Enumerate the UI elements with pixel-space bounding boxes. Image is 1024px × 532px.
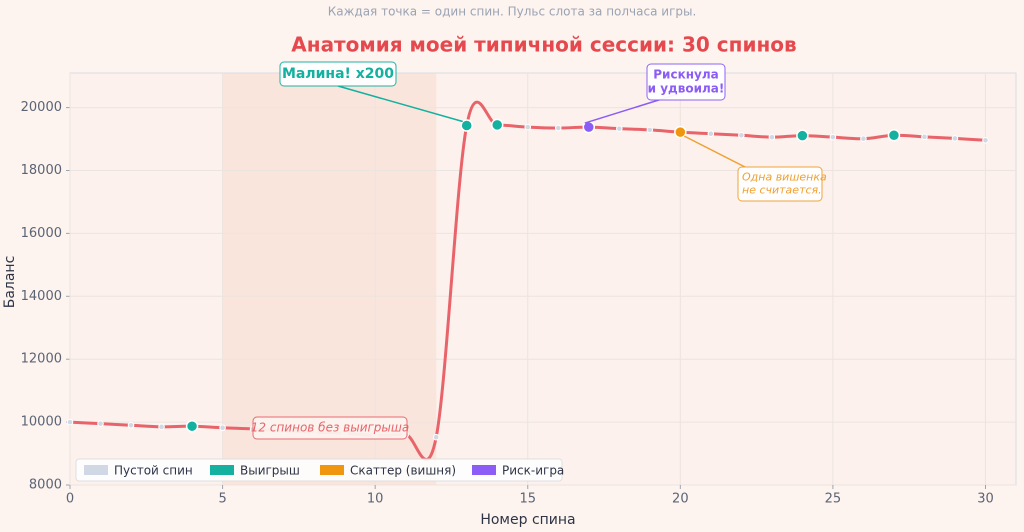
empty-point — [432, 433, 440, 441]
empty-point — [524, 123, 532, 131]
empty-point — [158, 423, 165, 431]
empty-point — [738, 131, 745, 139]
event-point — [887, 129, 901, 142]
legend-swatch — [472, 465, 496, 475]
y-tick-label: 14000 — [21, 289, 62, 304]
empty-point — [219, 424, 226, 432]
empty-point — [66, 418, 74, 426]
annotation-text: Рискнула — [653, 68, 718, 82]
annotation-text: и удвоила! — [648, 82, 725, 96]
y-tick-label: 18000 — [21, 163, 62, 178]
x-tick-label: 30 — [977, 492, 994, 507]
legend-label: Выигрыш — [240, 464, 300, 478]
x-axis-label: Номер спина — [480, 512, 575, 528]
chart-subtitle: Каждая точка = один спин. Пульс слота за… — [328, 5, 697, 19]
empty-point — [768, 133, 776, 141]
annotation-arrow — [337, 85, 463, 123]
empty-point — [921, 133, 928, 141]
x-tick-label: 0 — [66, 492, 74, 507]
legend-label: Скаттер (вишня) — [350, 464, 456, 478]
empty-point — [707, 130, 715, 137]
y-tick-label: 8000 — [29, 478, 62, 493]
empty-point — [646, 126, 654, 134]
y-tick-label: 20000 — [21, 100, 62, 115]
legend-label: Пустой спин — [114, 464, 193, 478]
x-tick-label: 15 — [519, 492, 536, 507]
legend-swatch — [210, 465, 234, 475]
annotation-text: не считается. — [742, 184, 822, 197]
x-tick-label: 5 — [218, 492, 226, 507]
legend-swatch — [84, 465, 108, 475]
annotation-text: Одна вишенка — [742, 171, 827, 184]
empty-point — [97, 420, 104, 427]
annotation-text: Малина! x200 — [282, 66, 394, 82]
event-point — [796, 129, 809, 142]
empty-point — [982, 137, 989, 144]
y-tick-label: 12000 — [21, 352, 62, 367]
y-tick-label: 16000 — [21, 226, 62, 241]
x-tick-label: 20 — [672, 492, 689, 507]
annotation-arrow — [683, 135, 746, 168]
empty-point — [127, 421, 135, 429]
plot-area — [69, 72, 1017, 486]
annotation-box — [252, 416, 408, 440]
empty-point — [860, 135, 867, 143]
legend-label: Риск-игра — [502, 464, 564, 478]
y-axis-label: Баланс — [2, 256, 18, 309]
empty-point — [829, 133, 837, 141]
annotation-box — [646, 63, 726, 101]
x-tick-label: 25 — [825, 492, 842, 507]
y-tick-label: 10000 — [21, 415, 62, 430]
annotation-box — [737, 166, 823, 202]
legend-swatch — [320, 465, 344, 475]
legend — [75, 458, 563, 482]
annotation-box — [279, 61, 397, 87]
highlight-span — [222, 73, 437, 485]
event-point — [460, 119, 473, 132]
empty-point — [951, 135, 959, 142]
event-point — [185, 419, 199, 433]
event-point — [490, 118, 504, 132]
chart-title: Анатомия моей типичной сессии: 30 спинов — [291, 33, 796, 57]
annotation-text: 12 спинов без выигрыша — [251, 421, 409, 435]
empty-point — [554, 124, 562, 132]
x-tick-label: 10 — [367, 492, 384, 507]
empty-point — [615, 125, 623, 132]
event-point — [674, 125, 687, 139]
